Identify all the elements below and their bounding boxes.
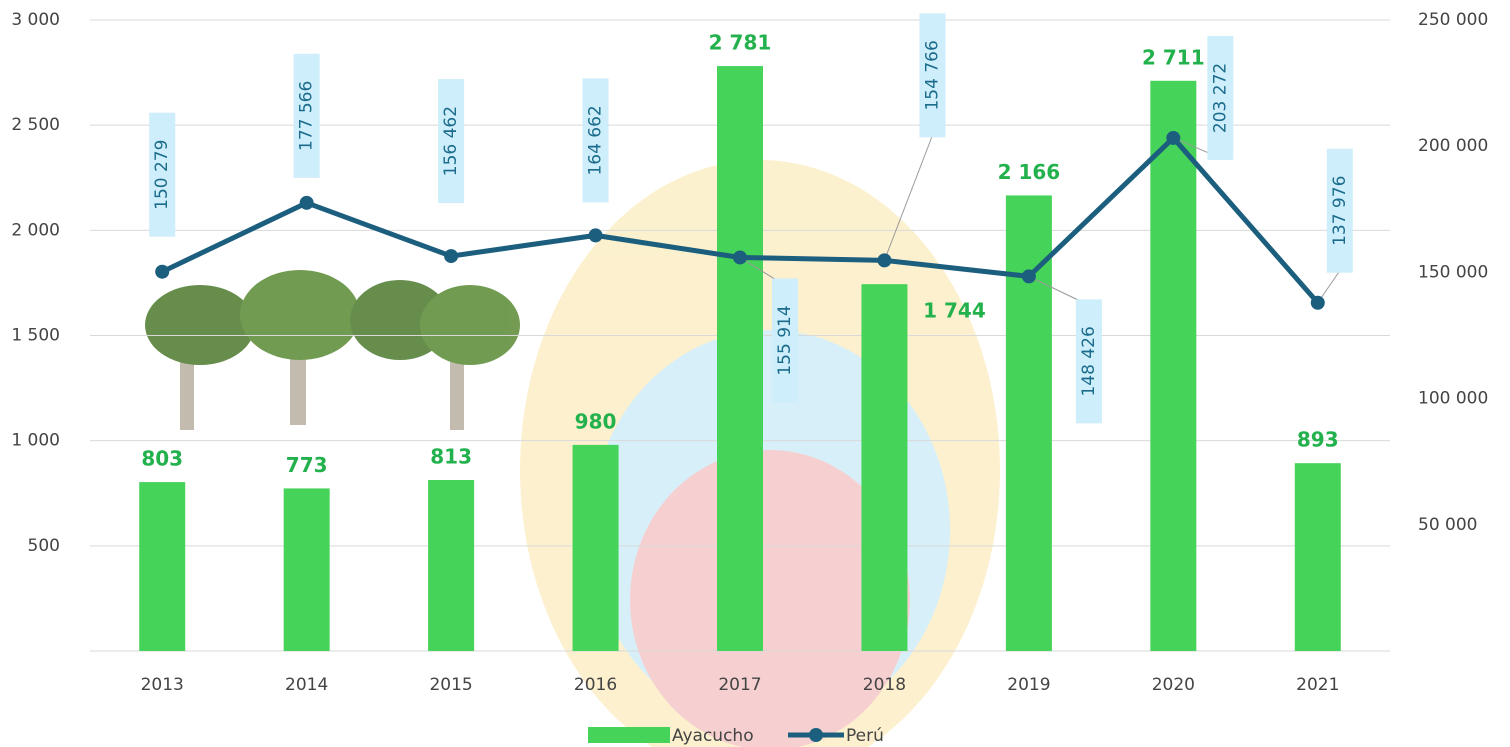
line-point — [1021, 269, 1036, 284]
bar — [139, 482, 186, 651]
line-value-label: 154 766 — [922, 40, 942, 110]
bar-value-label: 803 — [141, 447, 183, 471]
tree-illustration — [145, 270, 520, 430]
bar — [861, 284, 908, 651]
bar-value-label: 813 — [430, 444, 472, 468]
line-point — [444, 249, 459, 264]
legend-label: Ayacucho — [672, 726, 754, 746]
line-value-label: 156 462 — [441, 106, 461, 176]
x-tick-label: 2018 — [863, 675, 906, 695]
bar — [572, 444, 619, 651]
line-label-box — [149, 112, 176, 237]
line-point — [299, 195, 314, 210]
line-value-label: 150 279 — [152, 140, 172, 210]
y2-tick-label: 100 000 — [1418, 389, 1488, 409]
x-tick-label: 2017 — [718, 675, 761, 695]
legend-swatch — [588, 727, 670, 743]
y-tick-label: 500 — [28, 536, 60, 556]
line-point — [877, 253, 892, 268]
y-tick-label: 2 000 — [11, 220, 60, 240]
x-tick-label: 2013 — [141, 675, 184, 695]
line-label-box — [1207, 35, 1234, 160]
line-point — [588, 228, 603, 243]
line-value-label: 137 976 — [1330, 176, 1350, 246]
x-tick-label: 2015 — [429, 675, 472, 695]
y2-tick-label: 50 000 — [1418, 515, 1477, 535]
line-value-label: 203 272 — [1210, 63, 1230, 133]
bar-value-label: 893 — [1297, 428, 1339, 452]
y-tick-label: 2 500 — [11, 115, 60, 135]
line-point — [733, 250, 747, 265]
x-tick-label: 2014 — [285, 675, 328, 695]
bar — [428, 479, 475, 651]
bar-value-label: 2 711 — [1142, 45, 1205, 69]
leader-line — [883, 135, 933, 261]
y-tick-label: 3 000 — [11, 10, 60, 30]
line-label-box — [919, 13, 946, 138]
bar-value-label: 980 — [575, 409, 617, 433]
bar — [1294, 463, 1341, 651]
y2-tick-label: 250 000 — [1418, 10, 1488, 30]
bar-value-label: 773 — [286, 453, 328, 477]
bar — [283, 488, 330, 651]
bar-value-label: 2 781 — [709, 31, 772, 55]
line-label-box — [582, 78, 609, 203]
y-tick-label: 1 000 — [11, 431, 60, 451]
line-point — [1166, 130, 1181, 145]
y2-tick-label: 200 000 — [1418, 136, 1488, 156]
line-value-label: 155 914 — [775, 305, 795, 375]
bar — [1150, 80, 1197, 652]
legend-label: Perú — [846, 726, 884, 746]
leader-line — [1028, 275, 1082, 302]
y2-tick-label: 150 000 — [1418, 262, 1488, 282]
x-tick-label: 2021 — [1296, 675, 1339, 695]
line-label-box — [1075, 299, 1102, 424]
x-tick-label: 2020 — [1152, 675, 1195, 695]
y-tick-label: 1 500 — [11, 326, 60, 346]
line-label-box — [438, 79, 465, 204]
line-value-label: 148 426 — [1079, 326, 1099, 396]
line-label-box — [293, 53, 320, 178]
line-point — [1310, 295, 1325, 310]
line-value-label: 177 566 — [297, 81, 317, 151]
bar-value-label: 1 744 — [923, 299, 986, 323]
bar — [717, 66, 763, 652]
bar-value-label: 2 166 — [998, 160, 1061, 184]
leader-line — [739, 257, 778, 281]
line-label-box — [1326, 148, 1353, 273]
line-point — [155, 264, 170, 279]
legend-swatch — [809, 728, 823, 742]
line-value-label: 164 662 — [586, 105, 606, 175]
x-tick-label: 2016 — [574, 675, 617, 695]
x-tick-label: 2019 — [1007, 675, 1050, 695]
line-label-box — [772, 278, 798, 403]
